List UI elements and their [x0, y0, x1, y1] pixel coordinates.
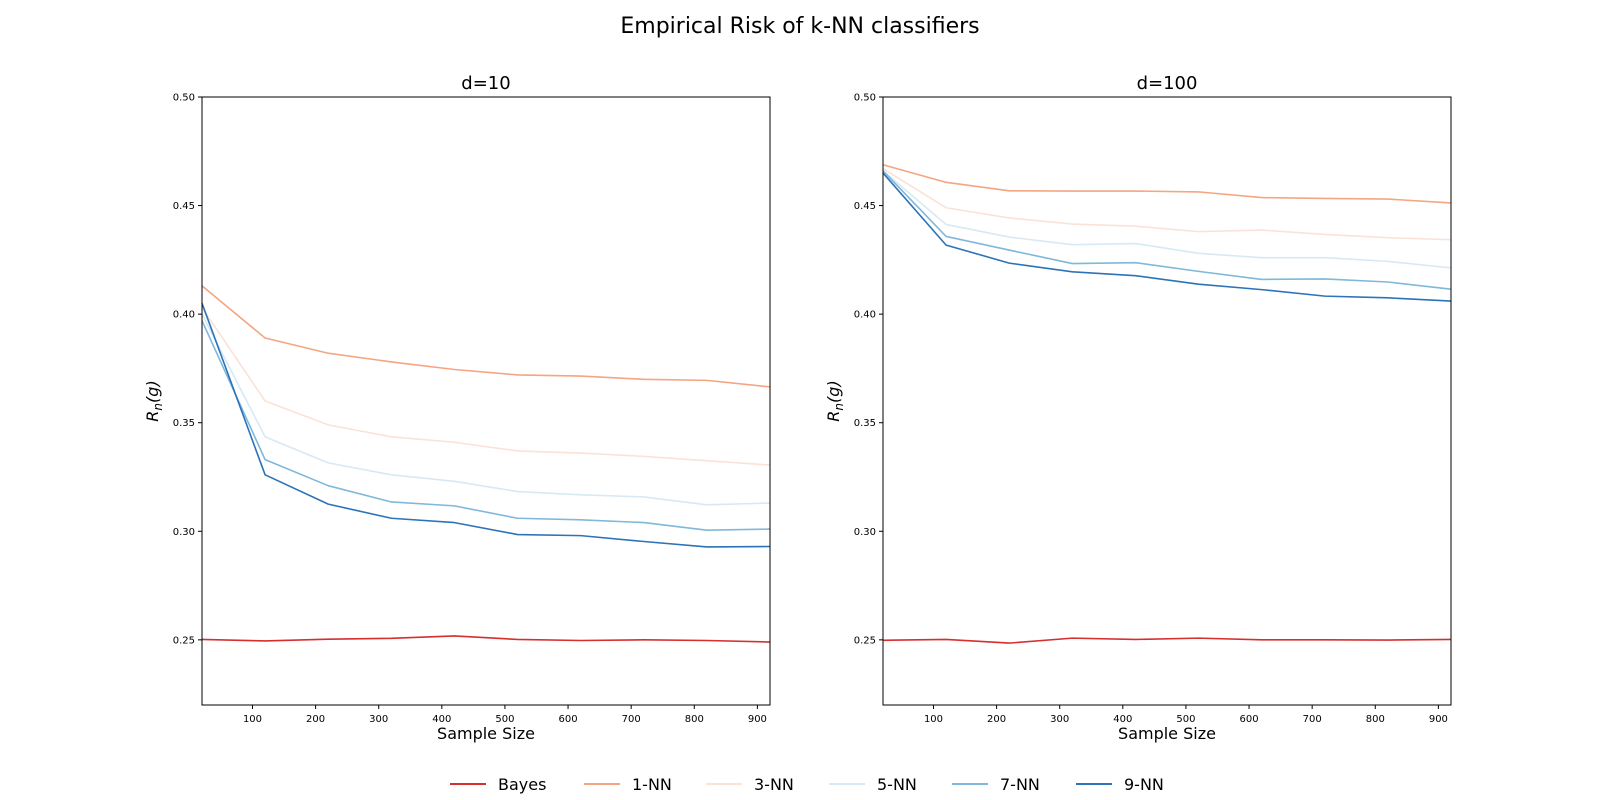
x-tick-label: 200 — [987, 714, 1006, 725]
legend-label: 3-NN — [754, 775, 794, 794]
x-tick-label: 800 — [685, 714, 704, 725]
series-line-5-nn — [882, 170, 1452, 269]
x-tick-label: 400 — [1113, 714, 1132, 725]
series-line-9-nn — [201, 303, 771, 548]
y-tick-label: 0.30 — [173, 527, 195, 538]
series-line-3-nn — [882, 167, 1452, 241]
y-tick-label: 0.45 — [173, 201, 195, 212]
legend-item-3-nn: 3-NN — [706, 775, 794, 794]
y-axis-label: Rn(g) — [143, 380, 165, 421]
chart-panel-1: 100 200 300 400 500 600 700 800 900 0.25 0.30 0.35 0… — [143, 73, 771, 743]
series-line-1-nn — [882, 163, 1452, 204]
x-tick-label: 900 — [1429, 714, 1448, 725]
legend-label: 5-NN — [877, 775, 917, 794]
x-tick-label: 900 — [748, 714, 767, 725]
plot-area — [201, 285, 771, 643]
x-tick-label: 300 — [369, 714, 388, 725]
legend-item-7-nn: 7-NN — [952, 775, 1040, 794]
chart-panel-2: 100 200 300 400 500 600 700 800 900 0.25 0.30 0.35 0… — [824, 73, 1452, 743]
y-tick-label: 0.25 — [173, 635, 195, 646]
x-tick-label: 500 — [1176, 714, 1195, 725]
y-tick-label: 0.50 — [173, 93, 195, 104]
y-tick-label: 0.45 — [854, 201, 876, 212]
x-tick-label: 600 — [1239, 714, 1258, 725]
legend-label: 9-NN — [1124, 775, 1164, 794]
series-line-3-nn — [201, 307, 771, 466]
panel-title: d=10 — [461, 73, 510, 94]
y-tick-label: 0.25 — [854, 635, 876, 646]
x-axis-label: Sample Size — [437, 724, 535, 743]
series-line-bayes — [201, 635, 771, 643]
x-tick-label: 700 — [622, 714, 641, 725]
legend-label: 7-NN — [1000, 775, 1040, 794]
legend-label: 1-NN — [632, 775, 672, 794]
series-line-9-nn — [882, 172, 1452, 302]
x-axis-label: Sample Size — [1118, 724, 1216, 743]
series-line-7-nn — [882, 170, 1452, 290]
series-line-7-nn — [201, 320, 771, 532]
legend-item-1-nn: 1-NN — [584, 775, 672, 794]
panel-title: d=100 — [1137, 73, 1198, 94]
x-tick-label: 500 — [495, 714, 514, 725]
legend-item-bayes: Bayes — [450, 775, 546, 794]
series-line-1-nn — [201, 285, 771, 388]
panels: 100 200 300 400 500 600 700 800 900 0.25 0.30 0.35 0… — [143, 73, 1452, 743]
y-tick-label: 0.40 — [854, 310, 876, 321]
x-tick-label: 800 — [1366, 714, 1385, 725]
y-tick-label: 0.35 — [173, 418, 195, 429]
series-line-bayes — [882, 637, 1452, 644]
legend-item-5-nn: 5-NN — [829, 775, 917, 794]
x-tick-label: 600 — [558, 714, 577, 725]
plot-area — [882, 163, 1452, 644]
series-line-5-nn — [201, 313, 771, 506]
legend-label: Bayes — [498, 775, 546, 794]
x-tick-label: 100 — [243, 714, 262, 725]
y-tick-label: 0.30 — [854, 527, 876, 538]
x-tick-label: 400 — [432, 714, 451, 725]
x-tick-label: 100 — [924, 714, 943, 725]
legend-item-9-nn: 9-NN — [1076, 775, 1164, 794]
y-tick-label: 0.40 — [173, 310, 195, 321]
axes-frame — [201, 96, 771, 706]
y-axis-label: Rn(g) — [824, 380, 846, 421]
y-tick-label: 0.35 — [854, 418, 876, 429]
axes-frame — [882, 96, 1452, 706]
y-tick-label: 0.50 — [854, 93, 876, 104]
legend: Bayes 1-NN 3-NN 5-NN 7-NN 9-NN — [450, 775, 1164, 794]
x-tick-label: 300 — [1050, 714, 1069, 725]
figure-title: Empirical Risk of k-NN classifiers — [620, 14, 979, 39]
x-tick-label: 200 — [306, 714, 325, 725]
x-tick-label: 700 — [1303, 714, 1322, 725]
